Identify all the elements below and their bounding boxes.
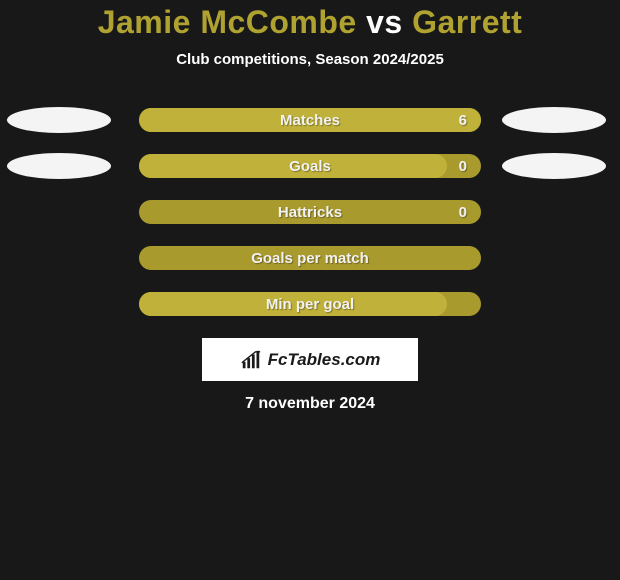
- stat-bar: Goals 0: [139, 154, 481, 178]
- stat-row: Hattricks 0: [0, 200, 620, 224]
- player1-name: Jamie McCombe: [98, 4, 357, 40]
- source-text: FcTables.com: [268, 350, 381, 370]
- left-ellipse: [7, 107, 111, 133]
- stat-value-right: 0: [459, 158, 467, 175]
- stat-label: Goals: [289, 158, 331, 175]
- stat-label: Matches: [280, 112, 340, 129]
- stat-bar: Matches 6: [139, 108, 481, 132]
- stat-row: Min per goal: [0, 292, 620, 316]
- right-ellipse: [502, 107, 606, 133]
- stat-rows: Matches 6 Goals 0 Hattricks 0 Goals per match M…: [0, 108, 620, 316]
- stat-row: Goals 0: [0, 154, 620, 178]
- page-title: Jamie McCombe vs Garrett: [98, 4, 523, 41]
- player2-name: Garrett: [412, 4, 522, 40]
- chart-icon: [240, 349, 262, 371]
- vs-text: vs: [357, 4, 412, 40]
- source-badge: FcTables.com: [202, 338, 418, 381]
- stat-value-right: 6: [459, 112, 467, 129]
- subtitle: Club competitions, Season 2024/2025: [176, 51, 444, 68]
- stat-bar: Goals per match: [139, 246, 481, 270]
- stat-label: Goals per match: [251, 250, 369, 267]
- stat-label: Hattricks: [278, 204, 342, 221]
- stat-bar: Min per goal: [139, 292, 481, 316]
- stat-value-right: 0: [459, 204, 467, 221]
- left-ellipse: [7, 153, 111, 179]
- right-ellipse: [502, 153, 606, 179]
- comparison-infographic: Jamie McCombe vs Garrett Club competitio…: [0, 0, 620, 580]
- stat-bar: Hattricks 0: [139, 200, 481, 224]
- stat-row: Matches 6: [0, 108, 620, 132]
- date-text: 7 november 2024: [245, 395, 375, 413]
- stat-row: Goals per match: [0, 246, 620, 270]
- stat-label: Min per goal: [266, 296, 354, 313]
